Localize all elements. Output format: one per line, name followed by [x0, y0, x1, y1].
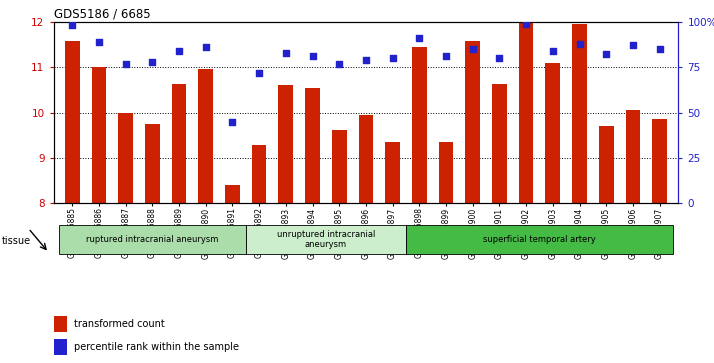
Bar	[492, 85, 507, 203]
Point	[547, 48, 558, 54]
Point	[493, 55, 505, 61]
FancyBboxPatch shape	[59, 225, 246, 254]
Bar	[358, 115, 373, 203]
Point	[146, 59, 158, 65]
Bar	[119, 113, 133, 203]
Bar	[225, 185, 240, 203]
Bar	[305, 87, 320, 203]
Bar	[386, 142, 400, 203]
Bar	[438, 142, 453, 203]
Point	[94, 39, 105, 45]
Point	[227, 119, 238, 125]
Bar	[519, 22, 533, 203]
Point	[361, 57, 372, 63]
Point	[467, 46, 478, 52]
Point	[600, 52, 612, 57]
Text: tissue: tissue	[2, 236, 31, 246]
Text: ruptured intracranial aneurysm: ruptured intracranial aneurysm	[86, 235, 218, 244]
Point	[66, 23, 78, 28]
Bar	[412, 47, 427, 203]
Point	[120, 61, 131, 66]
Point	[574, 41, 585, 46]
Point	[200, 44, 211, 50]
Point	[174, 48, 185, 54]
Text: transformed count: transformed count	[74, 319, 165, 330]
Point	[333, 61, 345, 66]
Point	[280, 50, 291, 56]
Point	[413, 35, 425, 41]
Bar	[653, 119, 667, 203]
Bar	[91, 67, 106, 203]
Point	[307, 53, 318, 59]
Bar	[466, 41, 480, 203]
Text: superficial temporal artery: superficial temporal artery	[483, 235, 596, 244]
Bar	[145, 124, 160, 203]
Bar	[545, 63, 560, 203]
Point	[627, 42, 638, 48]
Bar	[54, 339, 67, 355]
Point	[654, 46, 665, 52]
Point	[253, 70, 265, 76]
Bar	[171, 85, 186, 203]
Point	[387, 55, 398, 61]
Bar	[54, 317, 67, 332]
Text: percentile rank within the sample: percentile rank within the sample	[74, 342, 239, 352]
Bar	[625, 110, 640, 203]
Bar	[198, 69, 213, 203]
Point	[441, 53, 452, 59]
FancyBboxPatch shape	[406, 225, 673, 254]
Text: unruptured intracranial
aneurysm: unruptured intracranial aneurysm	[277, 230, 375, 249]
Text: GDS5186 / 6685: GDS5186 / 6685	[54, 8, 150, 21]
Bar	[599, 126, 613, 203]
FancyBboxPatch shape	[246, 225, 406, 254]
Bar	[332, 130, 346, 203]
Bar	[278, 85, 293, 203]
Bar	[252, 145, 266, 203]
Point	[521, 21, 532, 26]
Bar	[65, 41, 79, 203]
Bar	[572, 24, 587, 203]
